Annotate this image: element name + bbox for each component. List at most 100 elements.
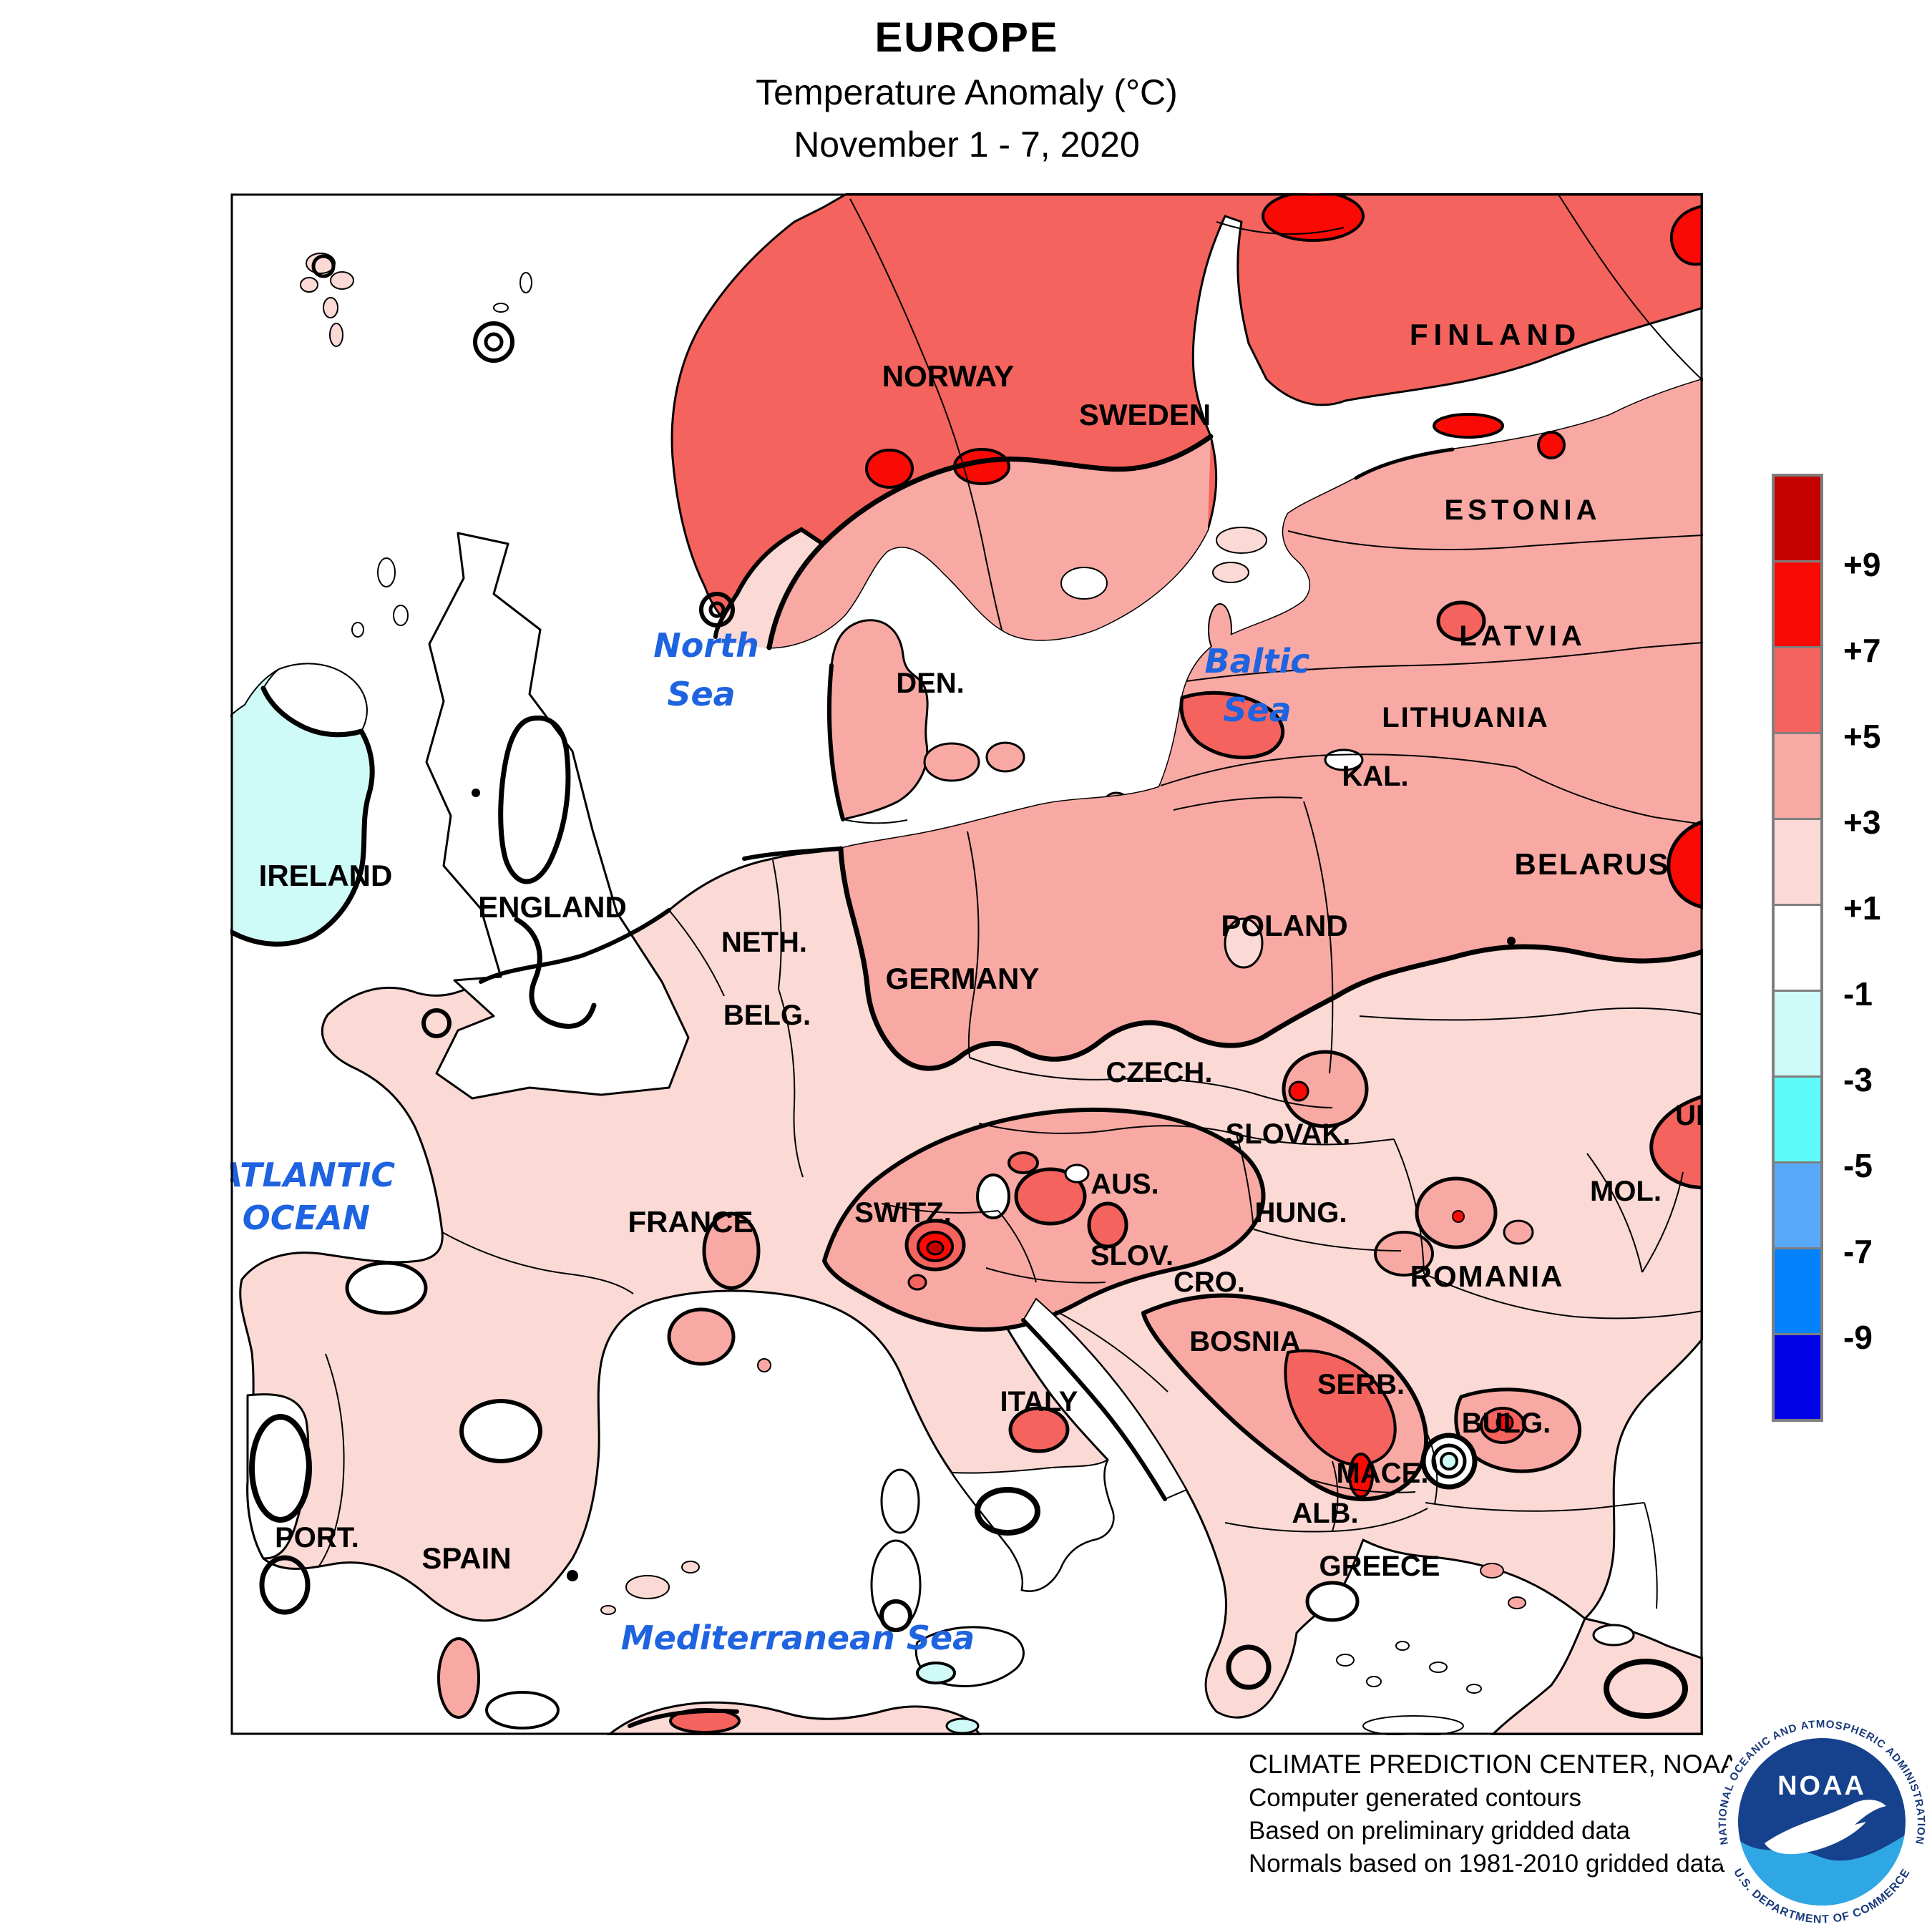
sea-label-mediterranean-sea: Mediterranean Sea (621, 1619, 975, 1657)
country-label-romania: ROMANIA (1410, 1259, 1564, 1293)
legend-cell-1 (1775, 562, 1820, 648)
legend-tick-plus3: +3 (1843, 804, 1881, 841)
menorca-island (681, 1561, 700, 1574)
alps-white-hole (1064, 1163, 1090, 1184)
lithuania-salmon-wedge (1179, 691, 1285, 760)
ibiza-island (600, 1605, 616, 1615)
legend-cell-10 (1775, 1335, 1820, 1419)
anomaly-bands (246, 193, 1703, 1735)
border-sweden-finland (1216, 221, 1345, 235)
country-label-estonia: ESTONIA (1444, 494, 1601, 526)
romania-pink-blob-west (1374, 1231, 1434, 1277)
border-belarus-russia (1515, 766, 1703, 825)
country-label-switz: SWITZ. (854, 1197, 952, 1229)
faroe-island (329, 323, 343, 347)
austria-salmon-blob2 (1087, 1201, 1128, 1249)
france-pink-blob1 (702, 1211, 761, 1290)
contour-wales-ring (421, 1008, 452, 1038)
border-slovakia-hungary (1236, 1133, 1395, 1146)
country-label-czech: CZECH. (1106, 1057, 1213, 1088)
country-label-aus: AUS. (1091, 1169, 1159, 1200)
legend-cell-5 (1775, 906, 1820, 992)
faroe-island (330, 271, 354, 290)
country-label-port: PORT. (275, 1522, 359, 1553)
sicily-cyan-spot (916, 1662, 956, 1684)
country-labels: NORWAY SWEDEN FINLAND ESTONIA LATVIA LITHUANI… (259, 318, 1703, 1582)
country-label-england: ENGLAND (478, 890, 627, 924)
aegean-island (1395, 1641, 1410, 1651)
italy-salmon-blob (1008, 1406, 1070, 1453)
country-label-alb: ALB. (1292, 1498, 1358, 1529)
poland-lightpink-hole (1224, 917, 1264, 969)
aegean-island (1429, 1662, 1448, 1673)
crete-island (1362, 1715, 1464, 1735)
contour-estonia-coast (1354, 447, 1455, 480)
lake-vanern (1060, 567, 1108, 600)
band-sw-norway (716, 530, 823, 648)
serbia-salmon-blob (1284, 1349, 1397, 1466)
slovakia-pink-blob (1282, 1050, 1369, 1128)
dot-scotland (472, 789, 480, 797)
aegean-island (1366, 1676, 1382, 1687)
macedonia-red-blob (1348, 1453, 1374, 1498)
spain-white-north (345, 1261, 428, 1315)
contour-africa (628, 1708, 739, 1728)
border-hungary-south (1253, 1229, 1402, 1252)
contour-croatia-inner (1021, 1318, 1167, 1501)
sardinia-island (870, 1539, 922, 1631)
spain-pink-blob (437, 1637, 480, 1719)
legend-tick-plus7: +7 (1843, 632, 1881, 669)
border-france-germany (778, 988, 804, 1178)
noaa-wordmark: NOAA (1777, 1771, 1866, 1801)
legend-tick-plus9: +9 (1843, 546, 1881, 583)
country-label-bulg: BULG. (1462, 1407, 1551, 1439)
country-label-bosnia: BOSNIA (1189, 1326, 1301, 1357)
legend-cell-6 (1775, 992, 1820, 1078)
page-title: EUROPE (874, 14, 1059, 61)
alps-bullseye-core (926, 1240, 945, 1256)
border-romania-west (1393, 1138, 1425, 1274)
credit-line: Normals based on 1981-2010 gridded data (1249, 1850, 1725, 1878)
romania-pink-blob-small (1503, 1219, 1534, 1245)
legend-tick-minus9: -9 (1843, 1319, 1873, 1356)
country-label-ireland: IRELAND (259, 859, 393, 892)
border-albania-macedonia (1332, 1460, 1339, 1532)
border-kaliningrad (1173, 796, 1303, 811)
italy-contour-ring (975, 1487, 1040, 1536)
country-label-latvia: LATVIA (1459, 620, 1586, 652)
border-czech-austria (978, 1123, 1237, 1135)
border-serbia-bulgaria (1425, 1429, 1438, 1505)
border-denmark-germany (842, 819, 908, 824)
contour-norway-coast-ring-outer (699, 592, 735, 628)
sardinia-contour-ring (879, 1599, 912, 1632)
country-label-spain: SPAIN (421, 1541, 511, 1575)
dot-belarus (1507, 937, 1516, 945)
turkey-contour-ring (1604, 1659, 1688, 1719)
contour-orkney-ring-outer (473, 321, 514, 363)
border-latvia-lithuania (1186, 642, 1703, 682)
hebrides-island (377, 557, 396, 587)
thick-contours (230, 254, 1703, 1728)
border-bulgaria-greece (1425, 1502, 1645, 1512)
hebrides-island (393, 605, 409, 626)
border-serbia-macedonia (1310, 1479, 1416, 1493)
contour-jutland-west (826, 663, 845, 821)
legend-tick-minus3: -3 (1843, 1061, 1873, 1098)
country-label-france: FRANCE (628, 1205, 753, 1239)
portugal-contour-ring-south (259, 1555, 311, 1615)
sea-label-ocean: OCEAN (243, 1199, 370, 1237)
noaa-seal-inner (1738, 1800, 1906, 1906)
country-label-slov: SLOV. (1091, 1240, 1174, 1272)
zealand-island (923, 742, 980, 782)
noaa-logo: NOAA NATIONAL OCEANIC AND ATMOSPHERIC AD… (1713, 1713, 1931, 1931)
legend-tick-plus1: +1 (1843, 889, 1881, 927)
france-pink-dot (757, 1358, 771, 1372)
alps-salmon-tiny (907, 1274, 927, 1291)
marmara-white (1592, 1624, 1635, 1646)
sea-label-atlantic: ATLANTIC (230, 1156, 395, 1194)
credit-line: Based on preliminary gridded data (1249, 1817, 1631, 1845)
estonian-island (1212, 562, 1249, 583)
aegean-island (1336, 1654, 1355, 1667)
legend-tick-minus1: -1 (1843, 975, 1873, 1013)
